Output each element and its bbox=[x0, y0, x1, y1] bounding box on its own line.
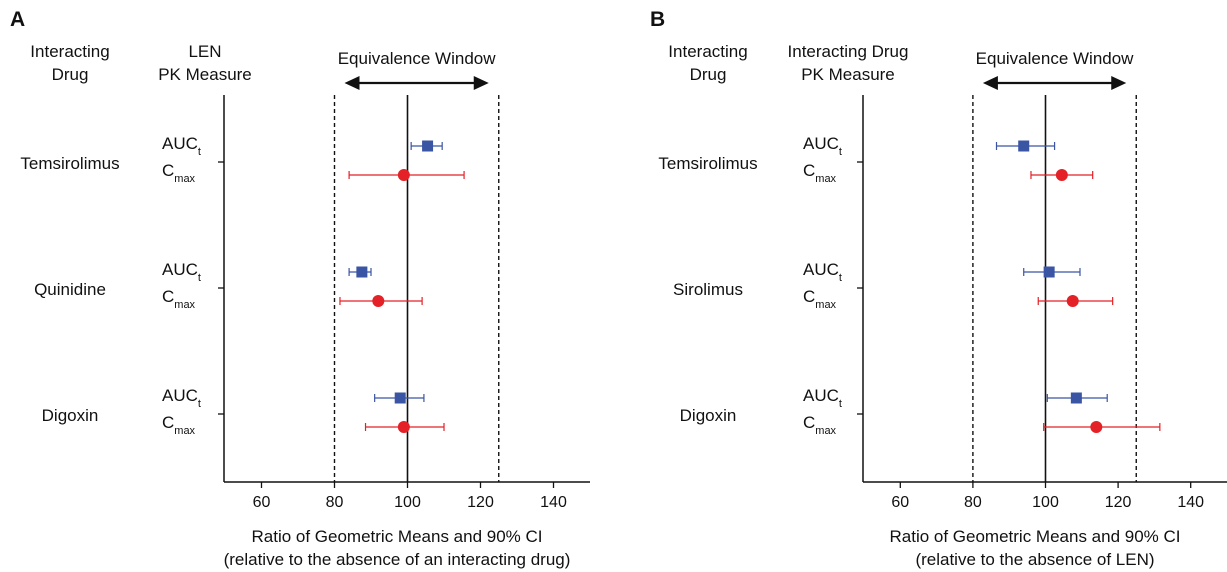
x-axis-label-line1: Ratio of Geometric Means and 90% CI bbox=[251, 527, 542, 546]
x-tick-label: 120 bbox=[467, 494, 494, 511]
cmax-measure-label: Cmax bbox=[803, 287, 837, 311]
panel-a: A Interacting Drug LEN PK Measure Equivalence… bbox=[10, 8, 590, 569]
x-tick-label: 80 bbox=[964, 494, 982, 511]
x-tick-label: 100 bbox=[394, 494, 421, 511]
cmax-point bbox=[1090, 421, 1103, 433]
header-interacting-line2: Drug bbox=[690, 65, 727, 84]
auc-measure-label: AUCt bbox=[803, 260, 842, 284]
auc-measure-label: AUCt bbox=[162, 260, 201, 284]
header-interacting-line1: Interacting bbox=[668, 42, 747, 61]
arrowhead-right bbox=[473, 76, 489, 90]
auc-point bbox=[356, 266, 368, 278]
auc-point bbox=[1018, 140, 1030, 152]
equivalence-window-label: Equivalence Window bbox=[338, 49, 497, 68]
auc-point bbox=[1043, 266, 1055, 278]
drug-label: Temsirolimus bbox=[658, 154, 757, 173]
x-tick-label: 60 bbox=[891, 494, 909, 511]
auc-measure-label: AUCt bbox=[803, 386, 842, 410]
header-pk-line2: PK Measure bbox=[801, 65, 895, 84]
cmax-measure-label: Cmax bbox=[162, 161, 196, 185]
x-tick-label: 140 bbox=[540, 494, 567, 511]
header-interacting-line1: Interacting bbox=[30, 42, 109, 61]
drug-label: Sirolimus bbox=[673, 280, 743, 299]
x-axis-label-line2: (relative to the absence of LEN) bbox=[915, 550, 1154, 569]
header-pk-line1: LEN bbox=[188, 42, 221, 61]
x-tick-label: 80 bbox=[326, 494, 344, 511]
drug-label: Temsirolimus bbox=[20, 154, 119, 173]
x-axis-label-line2: (relative to the absence of an interacti… bbox=[224, 550, 571, 569]
x-tick-label: 100 bbox=[1032, 494, 1059, 511]
drug-label: Digoxin bbox=[680, 406, 737, 425]
cmax-point bbox=[397, 169, 410, 181]
arrowhead-left bbox=[344, 76, 360, 90]
drug-label: Quinidine bbox=[34, 280, 106, 299]
cmax-measure-label: Cmax bbox=[162, 287, 196, 311]
header-interacting-line2: Drug bbox=[52, 65, 89, 84]
auc-point bbox=[422, 140, 434, 152]
panel-letter: A bbox=[10, 8, 25, 31]
header-pk-line1: Interacting Drug bbox=[788, 42, 909, 61]
cmax-measure-label: Cmax bbox=[803, 413, 837, 437]
header-pk-line2: PK Measure bbox=[158, 65, 252, 84]
equivalence-window-label: Equivalence Window bbox=[976, 49, 1135, 68]
x-tick-label: 120 bbox=[1105, 494, 1132, 511]
arrowhead-left bbox=[982, 76, 998, 90]
auc-point bbox=[1070, 392, 1082, 404]
auc-point bbox=[394, 392, 406, 404]
x-axis-label-line1: Ratio of Geometric Means and 90% CI bbox=[889, 527, 1180, 546]
cmax-point bbox=[397, 421, 410, 433]
drug-label: Digoxin bbox=[42, 406, 99, 425]
x-tick-label: 140 bbox=[1177, 494, 1204, 511]
arrowhead-right bbox=[1111, 76, 1127, 90]
cmax-point bbox=[1055, 169, 1068, 181]
auc-measure-label: AUCt bbox=[162, 134, 201, 158]
auc-measure-label: AUCt bbox=[162, 386, 201, 410]
panel-letter: B bbox=[650, 8, 665, 31]
x-tick-label: 60 bbox=[253, 494, 271, 511]
cmax-measure-label: Cmax bbox=[803, 161, 837, 185]
cmax-point bbox=[1066, 295, 1079, 307]
auc-measure-label: AUCt bbox=[803, 134, 842, 158]
cmax-measure-label: Cmax bbox=[162, 413, 196, 437]
cmax-point bbox=[372, 295, 385, 307]
